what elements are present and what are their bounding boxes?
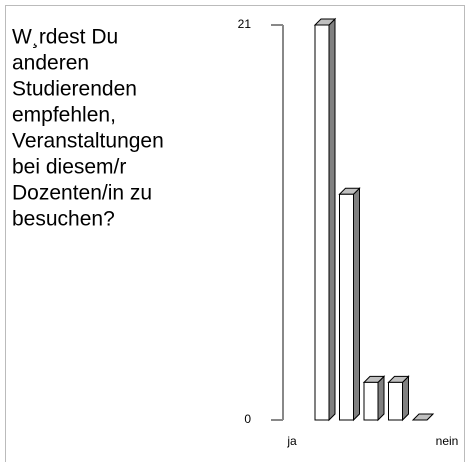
- chart-title: Studierenden: [12, 78, 137, 101]
- y-tick-label: 0: [244, 412, 251, 426]
- y-tick-label: 21: [238, 17, 252, 31]
- x-tick-label: ja: [286, 434, 297, 448]
- bar-side: [353, 187, 360, 422]
- bar: [314, 24, 330, 421]
- bar: [388, 381, 403, 421]
- bar-side: [402, 375, 409, 422]
- chart-title: W¸rdest Du: [12, 26, 118, 49]
- bar-top: [411, 413, 435, 421]
- chart-title: bei diesem/r: [12, 156, 126, 179]
- bar-side: [328, 17, 336, 422]
- chart-title: Veranstaltungen: [12, 130, 164, 153]
- chart-title: besuchen?: [12, 208, 115, 231]
- x-tick-label: nein: [436, 434, 459, 448]
- bar: [363, 381, 379, 421]
- chart-title: empfehlen,: [12, 104, 116, 127]
- frame: [5, 5, 465, 467]
- chart-title: Dozenten/in zu: [12, 182, 152, 205]
- chart-title: anderen: [12, 52, 89, 75]
- bar: [339, 193, 354, 421]
- bar-side: [377, 375, 385, 422]
